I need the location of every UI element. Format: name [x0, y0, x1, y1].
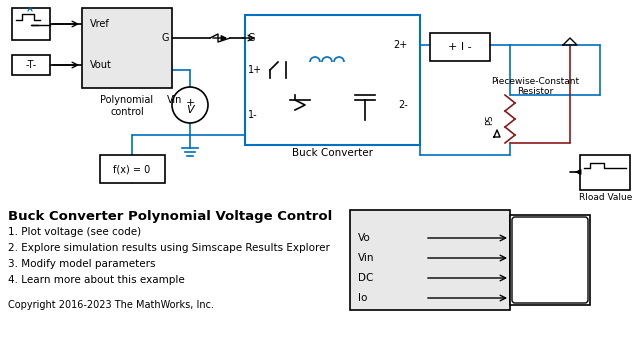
Text: 2. Explore simulation results using Simscape Results Explorer: 2. Explore simulation results using Sims…: [8, 243, 330, 253]
Text: Copyright 2016-2023 The MathWorks, Inc.: Copyright 2016-2023 The MathWorks, Inc.: [8, 300, 214, 310]
Text: Piecewise-Constant
Resistor: Piecewise-Constant Resistor: [491, 77, 579, 96]
Text: 1. Plot voltage (see code): 1. Plot voltage (see code): [8, 227, 141, 237]
Text: 4. Learn more about this example: 4. Learn more about this example: [8, 275, 185, 285]
Text: Rload Value: Rload Value: [579, 193, 633, 202]
Text: 3. Modify model parameters: 3. Modify model parameters: [8, 259, 156, 269]
Text: DC: DC: [358, 273, 373, 283]
Bar: [350, 210, 510, 310]
Bar: [430, 33, 490, 61]
Text: Buck Converter Polynomial Voltage Control: Buck Converter Polynomial Voltage Contro…: [8, 210, 332, 223]
Text: +: +: [186, 98, 195, 108]
Text: 1-: 1-: [248, 110, 258, 120]
Text: Io: Io: [358, 293, 367, 303]
Text: 1+: 1+: [248, 65, 262, 75]
Text: Vin: Vin: [167, 95, 182, 105]
Text: Vin: Vin: [358, 253, 374, 263]
Circle shape: [172, 87, 208, 123]
Text: Vref: Vref: [90, 19, 109, 29]
Text: Polynomial
control: Polynomial control: [100, 95, 154, 117]
Text: G: G: [248, 33, 255, 43]
Text: 2-: 2-: [398, 100, 408, 110]
Bar: [580, 155, 630, 190]
Bar: [510, 215, 590, 305]
Text: 2+: 2+: [394, 40, 408, 50]
Bar: [12, 8, 50, 40]
Text: f(x) = 0: f(x) = 0: [113, 164, 150, 174]
Text: -T-: -T-: [26, 60, 36, 70]
Bar: [82, 8, 172, 88]
Text: V: V: [186, 105, 194, 115]
Bar: [245, 15, 420, 145]
Bar: [12, 55, 50, 75]
Text: Vout: Vout: [90, 60, 112, 70]
Text: + I -: + I -: [448, 42, 472, 52]
Text: Vo: Vo: [358, 233, 371, 243]
Text: G: G: [162, 33, 170, 43]
Bar: [100, 155, 165, 183]
Text: PS: PS: [486, 115, 495, 125]
Text: Buck Converter: Buck Converter: [291, 148, 372, 158]
FancyBboxPatch shape: [512, 217, 588, 303]
